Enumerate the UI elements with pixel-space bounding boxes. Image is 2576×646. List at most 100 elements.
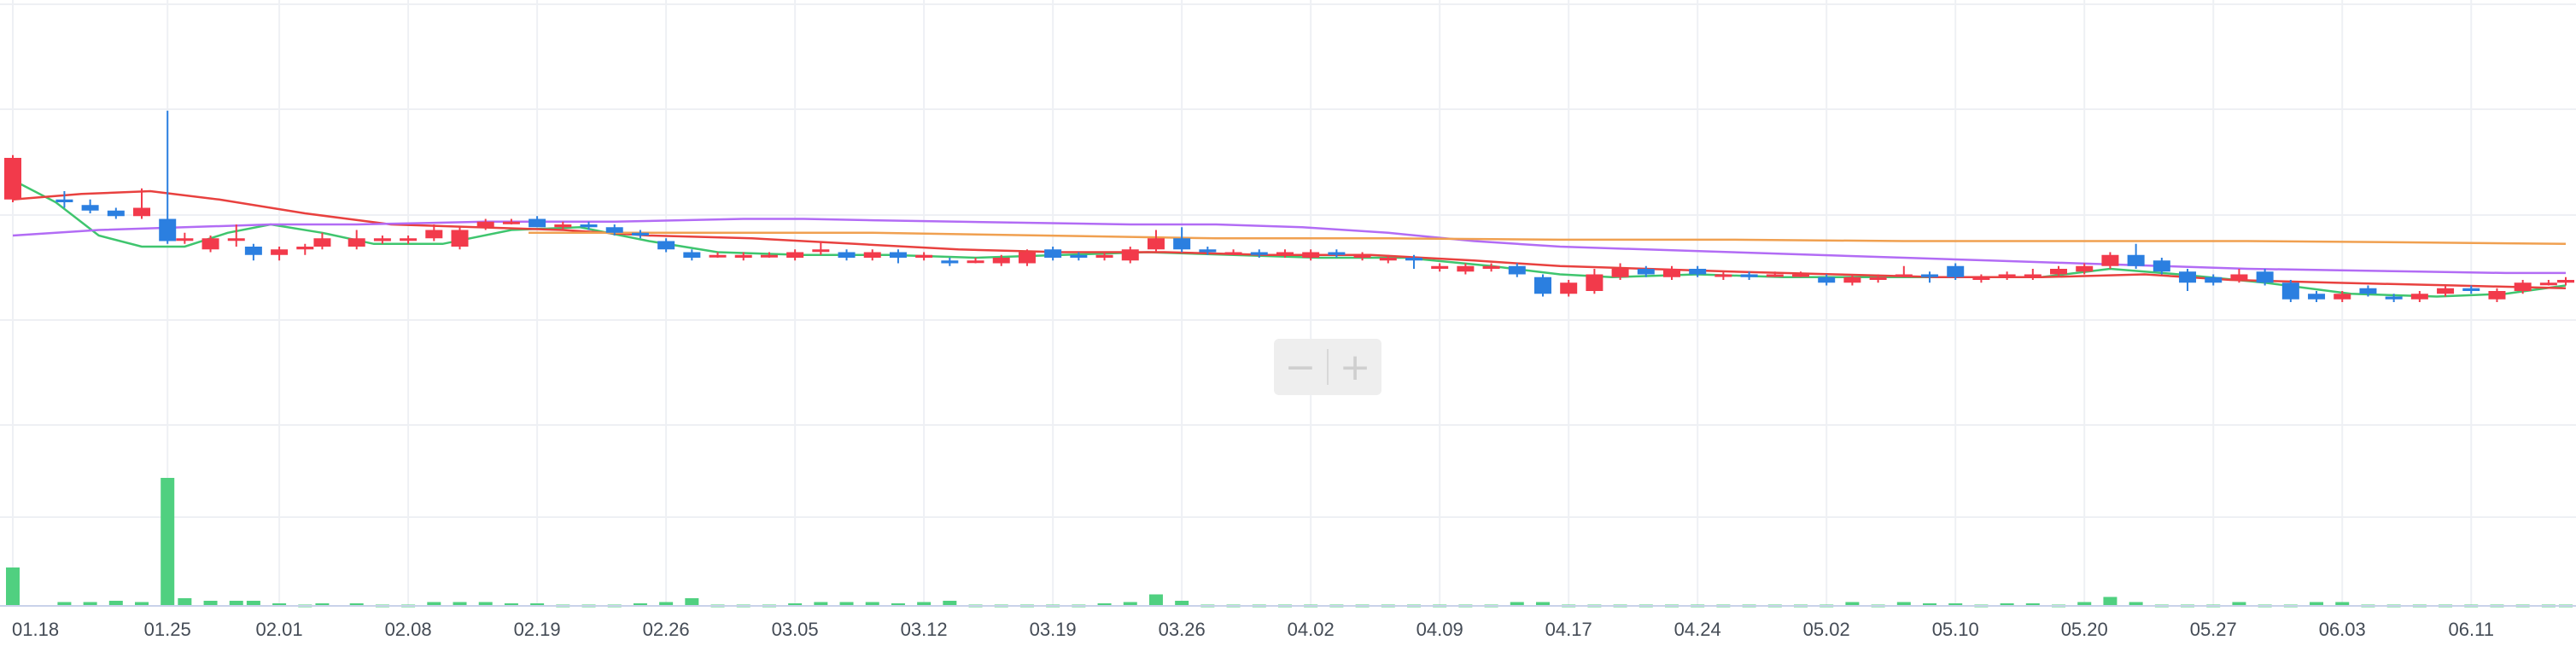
candle-body	[1714, 274, 1732, 277]
volume-bar	[2232, 602, 2246, 606]
candle-body	[451, 230, 469, 247]
x-tick-label: 03.19	[1030, 619, 1077, 640]
candle-body	[1431, 265, 1449, 269]
candle-body	[2410, 294, 2428, 300]
x-tick-label: 04.02	[1288, 619, 1335, 640]
x-tick-label: 04.24	[1674, 619, 1721, 640]
candle-body	[2101, 254, 2119, 266]
candle-body	[1998, 274, 2016, 277]
candle-body	[313, 238, 331, 247]
candle-body	[941, 260, 959, 264]
candle-body	[271, 249, 289, 255]
volume-bar	[453, 602, 467, 606]
candle-body	[992, 258, 1010, 264]
candle-body	[1095, 254, 1113, 258]
candle-body	[1508, 265, 1526, 275]
candle-body	[1740, 274, 1758, 277]
candle-body	[133, 207, 151, 217]
candle-body	[2514, 282, 2532, 291]
candle-body	[1224, 252, 1242, 255]
volume-bar	[1535, 602, 1550, 606]
volume-bar	[943, 601, 957, 606]
candle-body	[1199, 249, 1217, 253]
candle-body	[400, 238, 418, 242]
candle-body	[1895, 274, 1913, 277]
volume-bar	[1510, 602, 1524, 606]
volume-bar	[2025, 603, 2040, 606]
candle-body	[1869, 276, 1887, 280]
volume-bar	[203, 601, 218, 606]
candle-body	[1843, 276, 1861, 283]
volume-bar	[839, 602, 854, 606]
candle-body	[2256, 271, 2274, 283]
candle-body	[1457, 265, 1475, 272]
volume-bar	[229, 601, 243, 606]
volume-bar	[891, 603, 905, 606]
candle-body	[554, 224, 572, 228]
candle-body	[4, 158, 21, 200]
volume-bar	[161, 478, 175, 606]
candle-body	[502, 221, 520, 224]
candle-body	[2205, 276, 2223, 283]
candle-body	[889, 252, 907, 258]
candle-body	[529, 218, 546, 228]
volume-bar	[2077, 602, 2092, 606]
candle-body	[1121, 249, 1139, 261]
price-candles	[4, 110, 2574, 302]
x-tick-label: 05.20	[2061, 619, 2108, 640]
volume-bars	[6, 478, 2573, 608]
candle-body	[838, 252, 856, 258]
candle-body	[1018, 252, 1036, 264]
volume-bar	[633, 603, 647, 606]
candle-body	[760, 254, 778, 258]
volume-bar	[315, 603, 330, 606]
x-axis: 01.18 01.25 02.01 02.08 02.19 02.26 03.05 03.12…	[0, 605, 2576, 640]
candle-body	[709, 254, 727, 258]
volume-bar	[685, 598, 699, 606]
candle-body	[2230, 274, 2248, 280]
candle-body	[2437, 288, 2455, 294]
x-tick-label: 06.11	[2449, 619, 2494, 640]
volume-bar	[2103, 597, 2117, 606]
candle-body	[1302, 252, 1320, 258]
volume-bar	[788, 603, 803, 606]
ma_slow-line	[12, 218, 2566, 275]
volume-bar	[2335, 602, 2350, 606]
volume-bar	[659, 602, 674, 606]
candle-body	[2024, 274, 2042, 277]
volume-bar	[6, 567, 20, 606]
candle-body	[1611, 269, 1629, 277]
candle-body	[1947, 265, 1965, 277]
volume-bar	[917, 602, 932, 606]
candle-body	[81, 205, 99, 211]
candle-body	[159, 218, 177, 242]
volume-bar	[530, 603, 545, 606]
volume-bar	[57, 602, 72, 606]
x-tick-label: 03.12	[901, 619, 948, 640]
candle-body	[2050, 269, 2068, 275]
candle-body	[2153, 260, 2170, 272]
candle-body	[227, 238, 245, 242]
volume-bar	[349, 603, 364, 606]
minus-icon[interactable]: −	[1284, 345, 1317, 389]
x-tick-label: 02.01	[256, 619, 303, 640]
volume-bar	[865, 602, 879, 606]
candle-body	[1379, 258, 1397, 261]
volume-bar	[1175, 601, 1189, 606]
candle-body	[683, 252, 701, 258]
plus-icon[interactable]: +	[1339, 345, 1371, 389]
volume-bar	[1097, 603, 1112, 606]
volume-bar	[178, 598, 192, 606]
zoom-control: − +	[1274, 339, 1381, 395]
candle-body	[1792, 274, 1810, 277]
candle-body	[1044, 249, 1062, 258]
candle-body	[2539, 282, 2557, 286]
candle-body	[55, 199, 73, 202]
candle-body	[1818, 276, 1836, 283]
candle-body	[1586, 274, 1603, 291]
candle-body	[373, 238, 391, 242]
candle-body	[1533, 276, 1551, 294]
x-tick-label: 02.08	[385, 619, 432, 640]
candle-body	[2488, 291, 2506, 300]
